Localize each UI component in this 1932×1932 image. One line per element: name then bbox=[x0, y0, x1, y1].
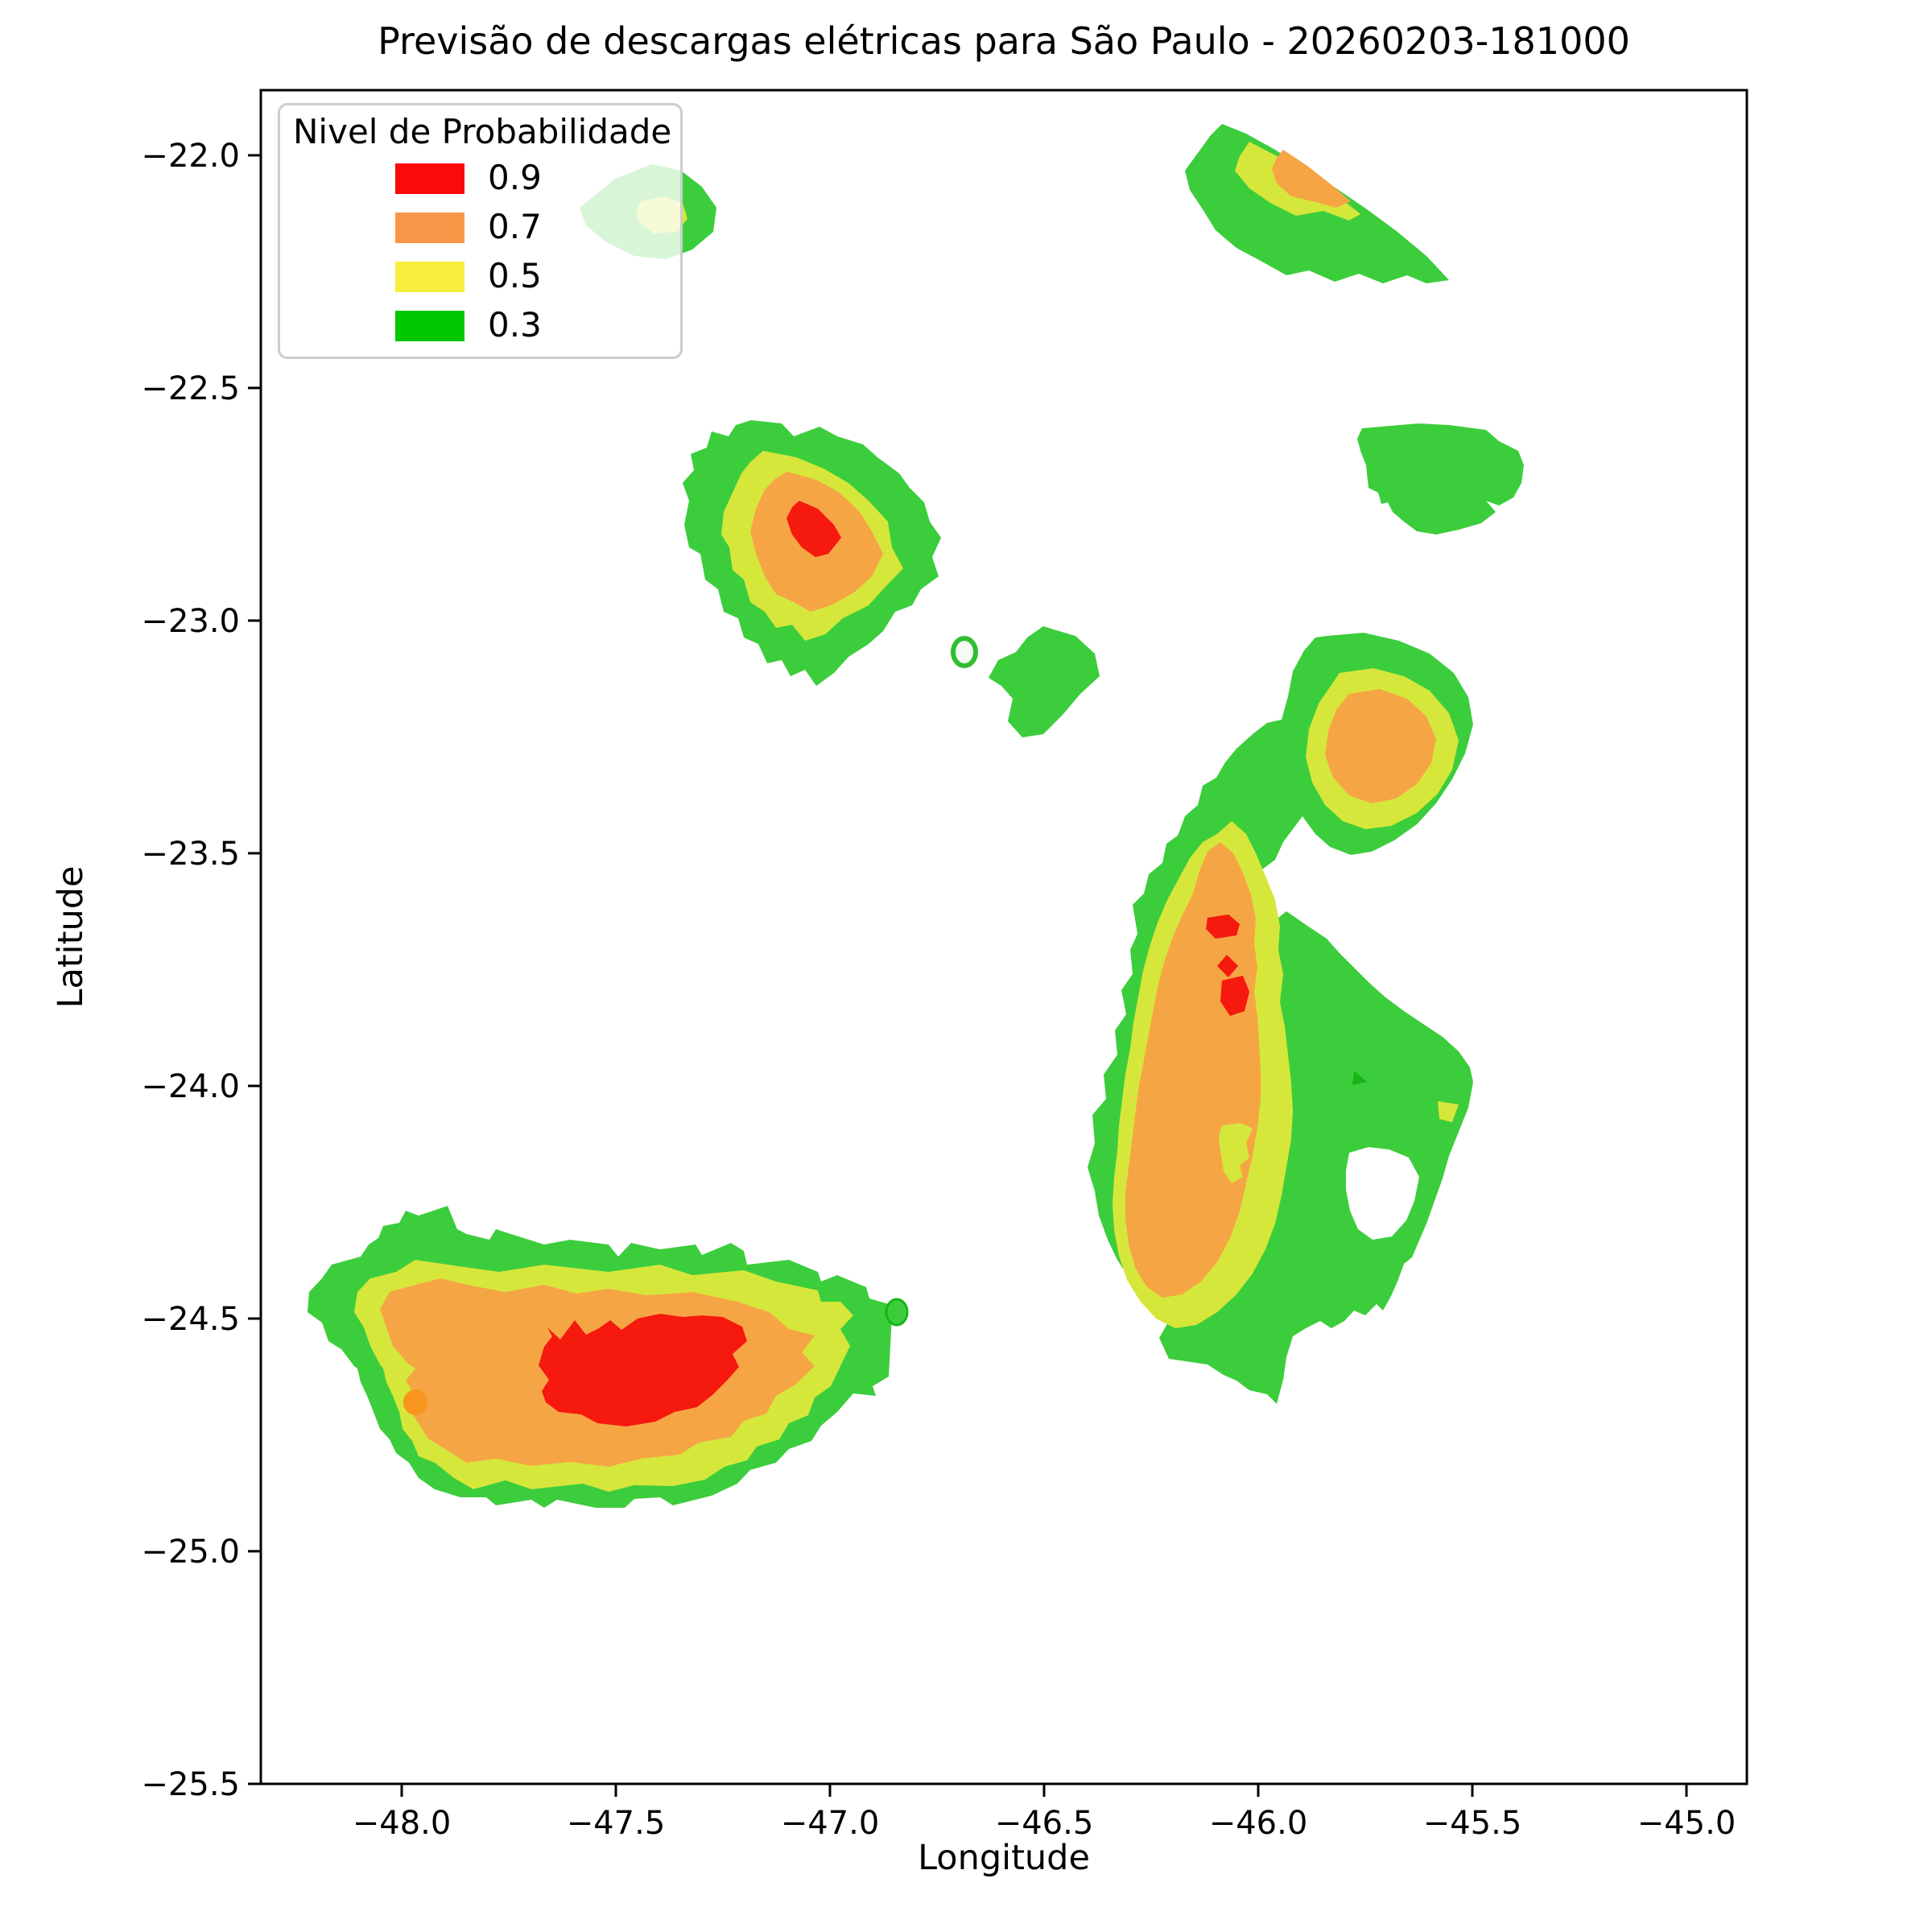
dot-marker bbox=[885, 1298, 909, 1327]
legend-entry-0.5: 0.5 bbox=[280, 258, 680, 297]
region-central-arm-yellow-triangle bbox=[1438, 1101, 1459, 1122]
legend-entry-0.9: 0.9 bbox=[280, 158, 680, 199]
legend-swatch-0.9 bbox=[395, 163, 464, 194]
y-tick-label: −24.5 bbox=[141, 1301, 240, 1338]
x-tick-label: −47.5 bbox=[567, 1805, 666, 1842]
region-southwest-cell-red bbox=[539, 1314, 747, 1426]
chart-title: Previsão de descargas elétricas para São… bbox=[378, 19, 1630, 63]
legend-label: 0.5 bbox=[488, 256, 542, 295]
x-tick-label: −45.0 bbox=[1637, 1805, 1736, 1842]
y-tick-label: −22.0 bbox=[141, 138, 240, 175]
y-tick-label: −25.5 bbox=[141, 1766, 240, 1803]
y-tick-label: −25.0 bbox=[141, 1534, 240, 1571]
region-central-dark-green-triangle bbox=[1352, 1071, 1367, 1085]
x-axis-label: Longitude bbox=[918, 1838, 1090, 1878]
legend-label: 0.7 bbox=[488, 207, 542, 246]
region-central-circle-orange bbox=[1325, 689, 1436, 803]
region-central-red-speck-2 bbox=[1217, 955, 1238, 977]
legend: Nivel de Probabilidade 0.9 0.7 0.5 0.3 bbox=[278, 103, 683, 359]
legend-swatch-0.5 bbox=[395, 262, 464, 292]
region-small-mid-cell-green bbox=[989, 626, 1100, 737]
legend-swatch-0.7 bbox=[395, 213, 464, 243]
region-central-red-speck-1 bbox=[1206, 914, 1240, 939]
legend-swatch-0.3 bbox=[395, 311, 464, 341]
orange-dot-marker bbox=[403, 1389, 427, 1415]
y-tick-label: −23.5 bbox=[141, 836, 240, 873]
x-tick-label: −46.0 bbox=[1209, 1805, 1308, 1842]
axes-frame bbox=[259, 89, 1748, 1785]
y-axis-label: Latitude bbox=[51, 865, 91, 1009]
legend-entry-0.7: 0.7 bbox=[280, 209, 680, 248]
legend-label: 0.3 bbox=[488, 305, 542, 345]
ring-marker bbox=[951, 636, 978, 668]
x-tick-label: −45.5 bbox=[1423, 1805, 1522, 1842]
x-tick-label: −46.5 bbox=[995, 1805, 1094, 1842]
legend-label: 0.9 bbox=[488, 158, 542, 197]
legend-entry-0.3: 0.3 bbox=[280, 305, 680, 346]
region-central-yellow-notch bbox=[1219, 1123, 1253, 1183]
region-central-red-speck-3 bbox=[1220, 976, 1249, 1016]
y-tick-label: −23.0 bbox=[141, 603, 240, 640]
region-central-complex-hole bbox=[1346, 1147, 1419, 1240]
y-tick-label: −22.5 bbox=[141, 370, 240, 407]
region-west-cell-red bbox=[786, 501, 841, 557]
legend-title: Nivel de Probabilidade bbox=[293, 112, 672, 151]
x-tick-label: −47.0 bbox=[781, 1805, 880, 1842]
x-tick-label: −48.0 bbox=[353, 1805, 452, 1842]
region-east-cell-green bbox=[1357, 423, 1524, 535]
region-northeast-band-orange bbox=[1272, 150, 1351, 208]
y-tick-label: −24.0 bbox=[141, 1068, 240, 1105]
